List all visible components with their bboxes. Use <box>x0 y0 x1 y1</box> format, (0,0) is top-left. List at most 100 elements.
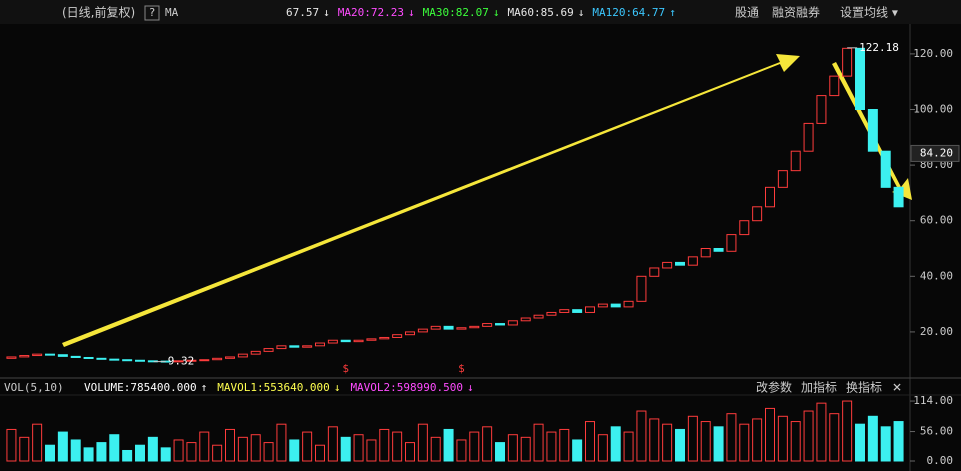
volume-bar <box>662 423 673 462</box>
vol-arrow: ↑ <box>201 381 208 394</box>
volume-bar <box>855 423 865 462</box>
volume-bar <box>572 439 583 462</box>
volume-bar <box>700 421 711 462</box>
volume-bar <box>57 431 68 462</box>
volume-bar <box>366 439 377 462</box>
low-label: 9.32 <box>168 355 195 368</box>
volume-bar <box>340 436 351 462</box>
candle-body <box>520 317 531 322</box>
volume-bar <box>777 415 788 462</box>
volume-bar <box>803 410 814 462</box>
candle-body <box>790 150 801 172</box>
tab[interactable]: 股通 <box>735 6 759 20</box>
volume-bar <box>469 431 480 462</box>
volume-bar <box>96 442 107 462</box>
candle-body <box>57 354 68 357</box>
volume-bar <box>109 434 120 462</box>
vol-title: VOL(5,10) <box>4 381 64 394</box>
candle-body <box>173 360 184 363</box>
candle-body <box>327 339 338 344</box>
candle-body <box>276 345 287 350</box>
volume-bar <box>147 436 158 462</box>
volume-bar <box>379 428 390 462</box>
volume-bar <box>829 413 840 462</box>
volume-bar <box>289 439 300 462</box>
y-tick-label: 120.00 <box>913 47 953 60</box>
y-tick-label: 100.00 <box>913 102 953 115</box>
volume-bar <box>160 447 171 462</box>
volume-bar <box>353 434 364 462</box>
button[interactable]: 改参数 <box>756 380 792 395</box>
help[interactable]: ? <box>149 6 156 19</box>
candle-body <box>597 303 608 308</box>
price-label: 84.20 <box>920 146 953 159</box>
volume-bar <box>790 421 801 462</box>
volume-bar <box>237 436 248 462</box>
candle-body <box>340 339 351 343</box>
y-tick-label: 56.00 <box>920 425 953 438</box>
volume-bar <box>443 428 454 462</box>
candle-body <box>6 356 17 359</box>
volume-bar <box>559 428 570 462</box>
candle-body <box>713 248 724 252</box>
event-marker: $ <box>458 362 465 375</box>
button[interactable]: 换指标 <box>846 380 882 395</box>
volume-bar <box>302 431 313 462</box>
price-box <box>910 144 960 162</box>
candle-body <box>700 248 711 258</box>
volume-bar <box>135 444 145 462</box>
vol-legend: MAVOL1:553640.000 <box>217 381 330 394</box>
button[interactable]: 加指标 <box>801 380 837 395</box>
volume-bar <box>610 426 621 462</box>
candle-body <box>392 334 403 338</box>
candle-body <box>83 356 94 359</box>
y-tick-label: 60.00 <box>920 214 953 227</box>
candle-body <box>443 325 454 330</box>
volume-bar <box>45 444 55 462</box>
volume-bar <box>83 447 94 462</box>
period-label: (日线,前复权) <box>62 5 135 20</box>
ma-value: MA20:72.23 <box>338 6 404 19</box>
ma-arrow: ↓ <box>408 6 415 19</box>
volume-bar <box>880 426 891 462</box>
volume-bar <box>430 436 441 462</box>
candle-body <box>855 47 865 110</box>
button[interactable]: ✕ <box>892 381 902 395</box>
volume-bar <box>675 428 685 462</box>
volume-bar <box>713 426 724 462</box>
volume-bar <box>250 434 261 462</box>
candle-body <box>675 261 685 266</box>
tab[interactable]: 设置均线 ▾ <box>840 6 898 20</box>
vol-legend: VOLUME:785400.000 <box>84 381 197 394</box>
volume-bar <box>495 442 505 462</box>
candle-body <box>803 122 814 152</box>
volume-bar <box>19 436 30 462</box>
event-marker: $ <box>342 362 349 375</box>
candle-body <box>610 303 621 308</box>
ma-arrow: ↑ <box>669 6 676 19</box>
volume-bar <box>315 444 325 462</box>
candle-body <box>623 300 634 308</box>
tab[interactable]: 融资融券 <box>772 5 820 20</box>
vol-arrow: ↓ <box>334 381 341 394</box>
ma-value: MA60:85.69 <box>507 6 573 19</box>
help-box[interactable] <box>144 5 160 21</box>
candle-body <box>816 95 827 124</box>
candle-body <box>19 355 30 358</box>
candle-body <box>482 323 493 327</box>
volume-bar <box>520 436 531 462</box>
volume-bar <box>276 423 287 462</box>
candle-body <box>353 339 364 343</box>
header-bar <box>0 0 961 24</box>
candle-body <box>739 220 750 236</box>
candle-body <box>495 323 505 326</box>
ma-value: MA120:64.77 <box>592 6 665 19</box>
volume-bar <box>456 439 467 462</box>
peak-label: 122.18 <box>859 41 899 54</box>
volume-bar <box>199 431 210 462</box>
candle-body <box>315 342 325 347</box>
vol-arrow: ↓ <box>467 381 474 394</box>
candle-body <box>263 348 274 352</box>
